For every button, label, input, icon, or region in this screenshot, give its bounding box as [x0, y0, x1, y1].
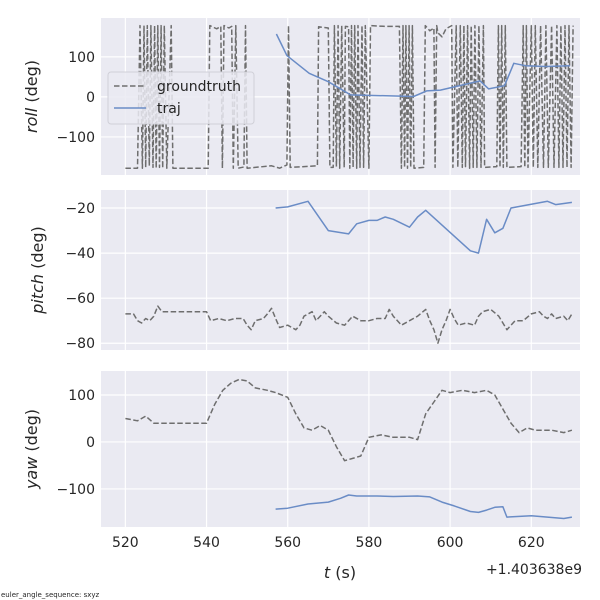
x-tick-label: 520 — [112, 535, 139, 551]
y-tick-label: 100 — [68, 388, 95, 404]
legend-label-groundtruth: groundtruth — [157, 79, 241, 95]
x-tick-label: 540 — [193, 535, 220, 551]
panel-roll: −100 0 100 roll (deg) groundtruth traj — [22, 18, 580, 175]
plot-background — [101, 371, 580, 527]
y-tick-label: 0 — [86, 435, 95, 451]
series-line-groundtruth — [125, 305, 573, 344]
x-axis-label: t (s) — [324, 563, 356, 582]
y-tick-label: −80 — [65, 336, 95, 352]
series-line-groundtruth — [125, 24, 574, 169]
legend-label-traj: traj — [157, 101, 181, 117]
y-tick-label: −60 — [65, 291, 95, 307]
series-line-groundtruth — [125, 378, 573, 462]
x-tick-label: 580 — [356, 535, 383, 551]
footer-note: euler_angle_sequence: sxyz — [1, 591, 100, 599]
x-tick-label: 560 — [274, 535, 301, 551]
panel-pitch: −80 −60 −40 −20 pitch (deg) — [28, 190, 580, 352]
x-tick-label: 600 — [437, 535, 464, 551]
x-tick-label: 620 — [518, 535, 545, 551]
x-offset-label: +1.403638e9 — [486, 562, 582, 578]
legend: groundtruth traj — [107, 71, 255, 125]
y-tick-label: −20 — [65, 201, 95, 217]
y-tick-label: 100 — [68, 50, 95, 66]
series-line-traj — [275, 200, 573, 254]
y-tick-label: −40 — [65, 246, 95, 262]
y-axis-label: roll (deg) — [22, 60, 41, 133]
panel-yaw: 520 540 560 580 600 620 −100 0 100 yaw (deg) t (s)… — [22, 371, 582, 582]
series-line-traj — [275, 33, 570, 98]
y-tick-label: 0 — [86, 90, 95, 106]
y-tick-label: −100 — [57, 130, 95, 146]
y-axis-label: pitch (deg) — [28, 226, 47, 315]
series-line-traj — [275, 494, 573, 520]
y-axis-label: yaw (deg) — [22, 409, 41, 490]
legend-frame — [107, 71, 255, 125]
y-tick-label: −100 — [57, 482, 95, 498]
plot-background — [101, 190, 580, 350]
